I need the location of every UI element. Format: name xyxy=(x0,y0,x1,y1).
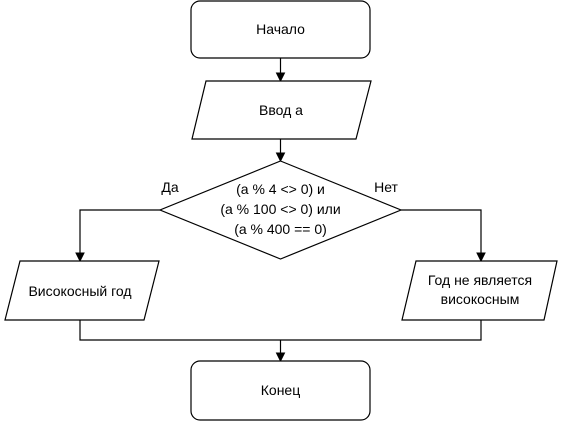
edge-input-to-condition xyxy=(275,139,286,163)
edge-condition-to-not-leap xyxy=(401,209,486,263)
edge-outputs-to-end xyxy=(79,320,482,363)
end-node[interactable]: Конец xyxy=(190,360,371,421)
branch-yes-label: Да xyxy=(161,179,178,195)
input-node[interactable]: Ввод a xyxy=(191,80,372,140)
condition-line-2: (a % 100 <> 0) или xyxy=(220,201,340,217)
output-leap-label: Високосный год xyxy=(28,283,131,299)
end-node-label: Конец xyxy=(261,382,300,398)
output-not-leap-node[interactable]: Год не является високосным xyxy=(401,260,558,321)
output-not-leap-line-1: Год не является xyxy=(428,272,532,288)
output-leap-shape xyxy=(4,260,160,321)
input-node-shape xyxy=(191,80,372,140)
condition-node[interactable]: (a % 4 <> 0) и (a % 100 <> 0) или (a % 4… xyxy=(158,160,403,260)
output-leap-node[interactable]: Високосный год xyxy=(4,260,160,321)
output-not-leap-shape xyxy=(401,260,558,321)
output-not-leap-line-2: високосным xyxy=(441,291,520,307)
branch-no-label: Нет xyxy=(374,179,398,195)
edge-condition-to-leap xyxy=(75,209,160,263)
start-node-label: Начало xyxy=(256,21,305,37)
condition-line-1: (a % 4 <> 0) и xyxy=(236,181,325,197)
end-node-shape xyxy=(190,360,371,421)
condition-line-3: (a % 400 == 0) xyxy=(234,221,327,237)
input-node-label: Ввод a xyxy=(259,102,303,118)
start-node[interactable]: Начало xyxy=(190,0,371,59)
edge-start-to-input xyxy=(275,58,286,83)
condition-node-shape xyxy=(158,160,403,260)
